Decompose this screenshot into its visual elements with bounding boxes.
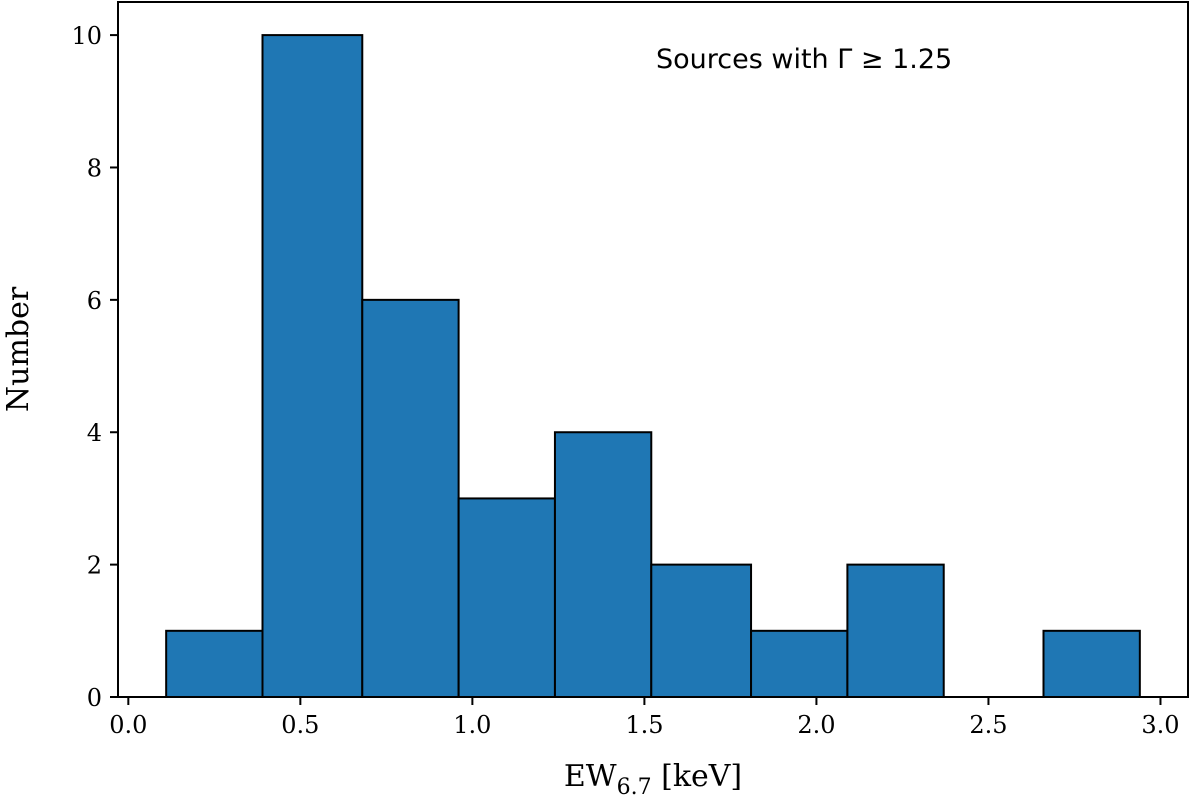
x-tick-label: 0.0 [109,711,147,739]
y-tick-label: 4 [87,419,102,447]
x-tick-label: 2.5 [969,711,1007,739]
histogram-bar [650,563,753,698]
y-tick-label: 0 [87,684,102,712]
y-axis-ticks: 0 2 4 6 8 10 [71,22,118,712]
y-axis-label: Number [1,286,36,412]
x-tick-label: 1.0 [453,711,491,739]
histogram-bar [750,629,849,698]
x-tick-label: 2.0 [797,711,835,739]
x-tick-label: 0.5 [281,711,319,739]
histogram-bar [846,563,945,698]
histogram-bar [457,497,556,698]
bars-group [165,34,1141,699]
x-tick-label: 1.5 [625,711,663,739]
plot-frame [117,1,1189,698]
histogram-bar [553,431,653,698]
x-tick-label: 3.0 [1141,711,1179,739]
y-tick-label: 2 [87,552,102,580]
y-tick-label: 8 [87,154,102,182]
histogram-bar [261,34,364,699]
x-axis-label-unit: [keV] [652,759,743,794]
y-tick-label: 6 [87,287,102,315]
histogram-bar [165,629,264,698]
x-axis-ticks: 0.0 0.5 1.0 1.5 2.0 2.5 3.0 [109,697,1180,739]
histogram-bar [361,298,460,698]
x-axis-label: EW6.7 [keV] [564,759,742,798]
x-axis-label-main: EW [564,759,617,794]
x-axis-label-subscript: 6.7 [617,775,652,798]
y-tick-label: 10 [71,22,102,50]
histogram-bar [1042,629,1141,698]
annotation-text: Sources with Γ ≥ 1.25 [656,44,952,75]
